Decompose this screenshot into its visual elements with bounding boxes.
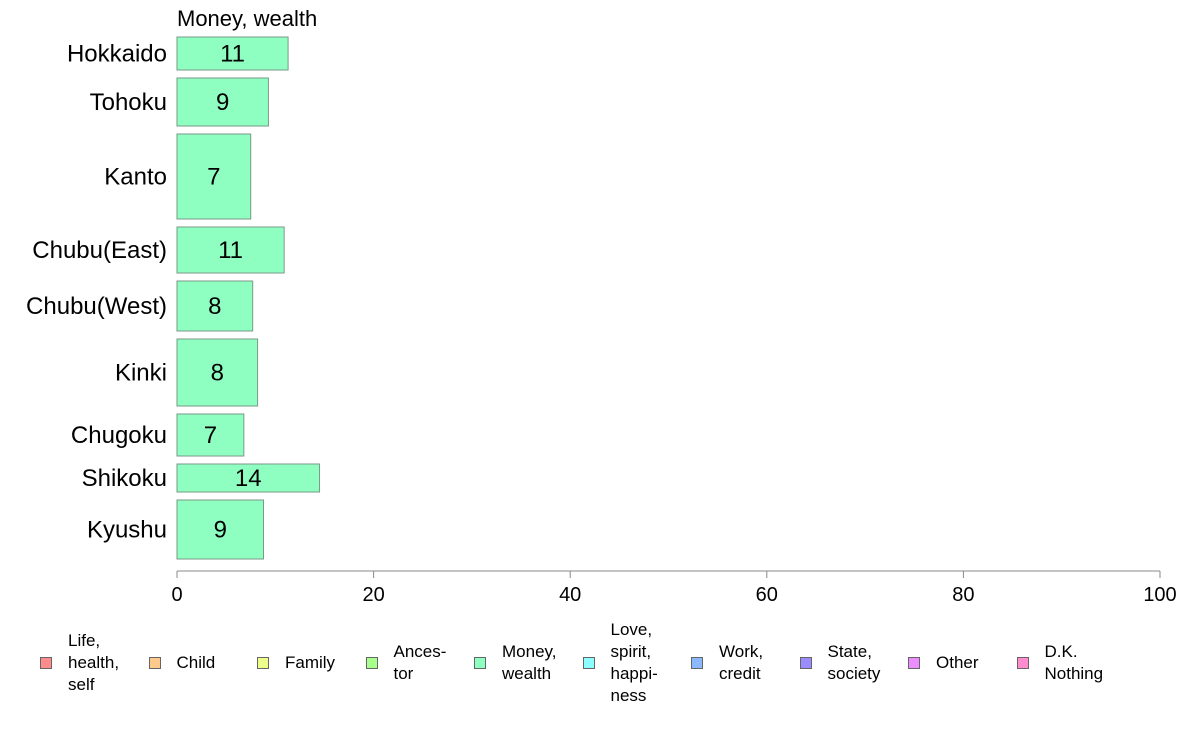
category-label: Chubu(West) xyxy=(26,293,167,320)
category-label: Kanto xyxy=(104,164,167,191)
category-label: Tohoku xyxy=(90,89,167,116)
x-tick-label: 0 xyxy=(171,584,182,606)
legend-swatch xyxy=(908,657,920,669)
panel-title: Money, wealth xyxy=(177,6,317,31)
legend-swatch xyxy=(799,657,812,669)
x-tick-label: 20 xyxy=(362,584,384,606)
bar xyxy=(176,36,289,71)
bar xyxy=(176,226,285,274)
legend-item: Child xyxy=(148,618,216,708)
category-label: Kyushu xyxy=(87,517,167,544)
legend-label: State, society xyxy=(827,642,881,683)
legend-label: Ances- tor xyxy=(393,642,447,683)
bars-layer: Hokkaido 11 Tohoku 9 Kanto 7 Chubu(East) 11 Chub… xyxy=(26,36,321,560)
bar xyxy=(176,413,245,457)
legend-label: D.K. Nothing xyxy=(1044,642,1104,683)
x-tick-label: 40 xyxy=(559,584,581,606)
legend-item: Work, credit xyxy=(691,618,763,708)
legend-label: Work, credit xyxy=(719,642,764,683)
bar-value-label: 11 xyxy=(220,41,245,68)
bar xyxy=(176,499,265,560)
legend-item: Love, spirit, happi- ness xyxy=(582,618,658,708)
category-label: Hokkaido xyxy=(67,41,167,68)
legend-label: Child xyxy=(176,653,216,672)
legend-item: Ances- tor xyxy=(365,618,447,708)
bar xyxy=(176,338,259,407)
bar-value-label: 9 xyxy=(214,517,227,544)
legend-item: Money, wealth xyxy=(474,618,557,708)
x-axis: 0 20 40 60 80 100 xyxy=(171,570,1177,606)
bar-value-label: 9 xyxy=(216,89,229,116)
legend-item: Life, health, self xyxy=(40,618,119,708)
legend-item: Family xyxy=(257,618,335,708)
bar xyxy=(176,133,252,220)
bar xyxy=(176,280,254,332)
legend-item: State, society xyxy=(799,618,881,708)
bar-value-label: 14 xyxy=(235,465,262,492)
category-label: Shikoku xyxy=(82,465,167,492)
legend-swatch xyxy=(365,657,378,669)
category-label: Chubu(East) xyxy=(32,237,167,264)
x-tick-label: 80 xyxy=(952,584,974,606)
legend-label: Other xyxy=(936,653,979,672)
legend-swatch xyxy=(582,657,595,669)
bar-value-label: 11 xyxy=(218,237,243,264)
x-tick-label: 60 xyxy=(756,584,778,606)
legend-item: Other xyxy=(908,618,979,708)
legend-swatch xyxy=(1016,657,1029,669)
legend-swatch xyxy=(257,657,269,669)
category-label: Kinki xyxy=(115,360,167,387)
legend: Life, health, self Child Family Ances- tor M… xyxy=(0,618,1188,728)
bar-value-label: 7 xyxy=(204,422,217,449)
legend-swatch xyxy=(474,657,486,669)
legend-swatch xyxy=(40,657,52,669)
legend-label: Family xyxy=(285,653,336,672)
category-label: Chugoku xyxy=(71,422,167,449)
legend-label: Money, wealth xyxy=(502,642,557,683)
bar-value-label: 7 xyxy=(207,164,220,191)
bar-value-label: 8 xyxy=(211,360,224,387)
x-tick-label: 100 xyxy=(1143,584,1176,606)
bar-value-label: 8 xyxy=(208,293,221,320)
bar xyxy=(176,463,321,493)
bar-chart: Money, wealth Hokkaido 11 Tohoku 9 Kanto 7 Chu… xyxy=(26,6,1177,606)
legend-swatch xyxy=(148,657,161,669)
legend-swatch xyxy=(691,657,703,669)
legend-label: Life, health, self xyxy=(68,631,120,694)
bar xyxy=(176,77,269,127)
legend-label: Love, spirit, happi- ness xyxy=(610,620,658,705)
legend-item: D.K. Nothing xyxy=(1016,618,1104,708)
